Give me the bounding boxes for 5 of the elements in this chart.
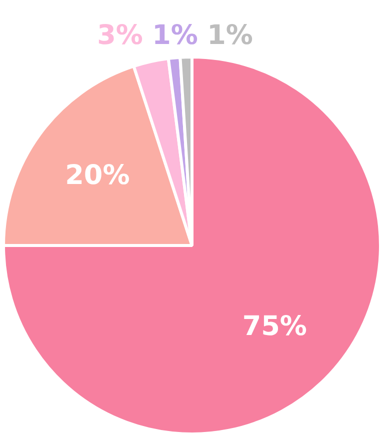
data-label: 1% bbox=[207, 20, 253, 52]
data-label: 1% bbox=[152, 20, 198, 52]
data-label: 20% bbox=[65, 160, 130, 191]
data-label: 3% bbox=[97, 20, 143, 52]
data-label: 75% bbox=[242, 311, 307, 342]
